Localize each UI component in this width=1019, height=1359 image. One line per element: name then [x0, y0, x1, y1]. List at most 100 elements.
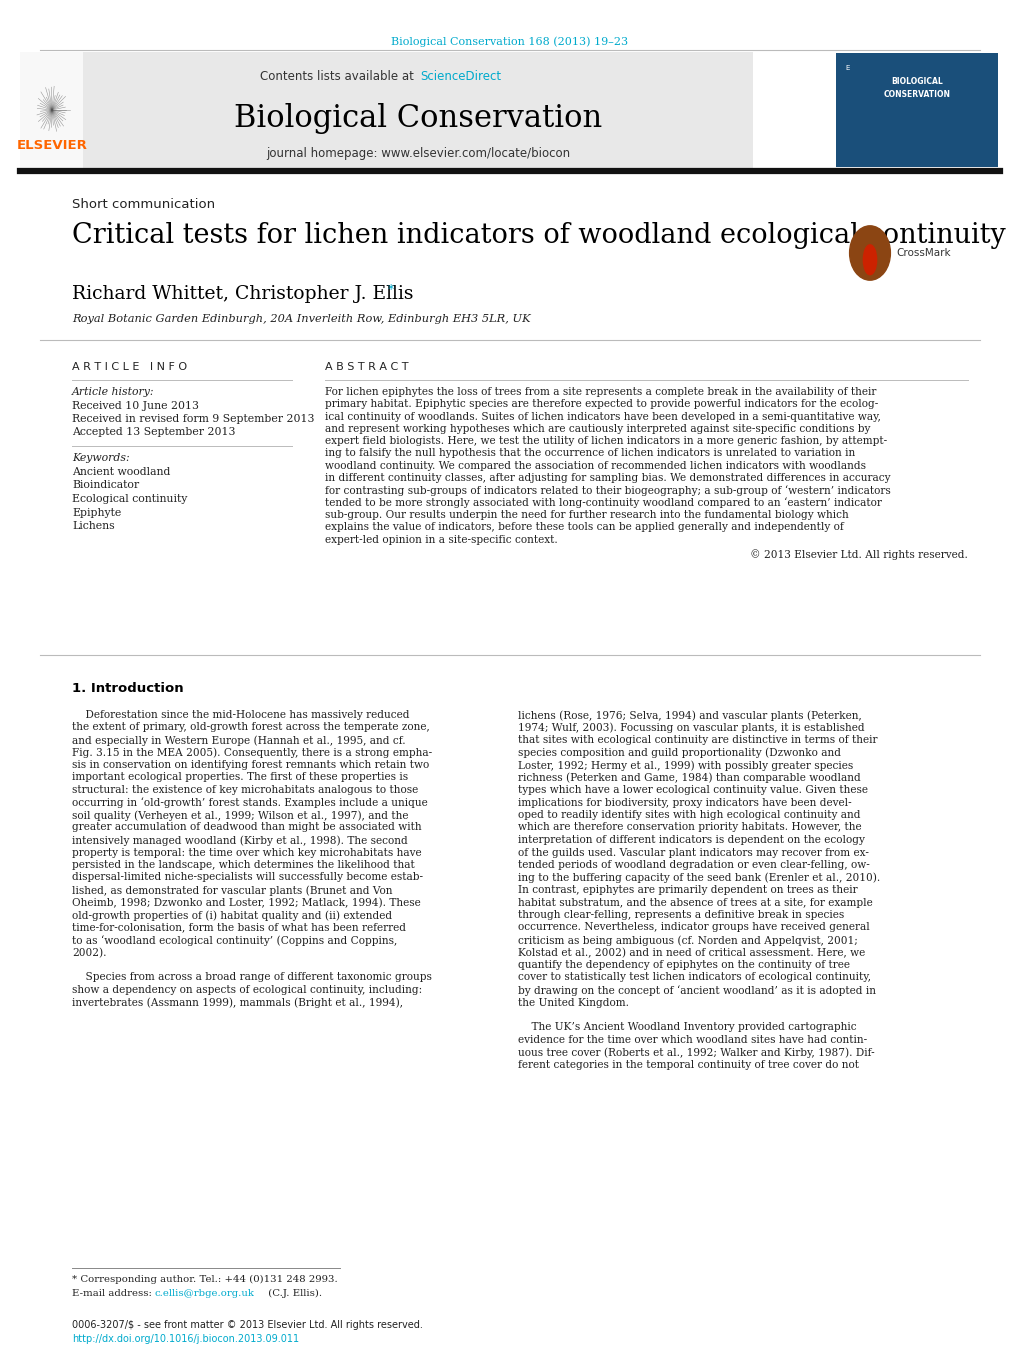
Text: Epiphyte: Epiphyte — [72, 507, 121, 518]
Text: 1974; Wulf, 2003). Focussing on vascular plants, it is established: 1974; Wulf, 2003). Focussing on vascular… — [518, 723, 864, 733]
Text: important ecological properties. The first of these properties is: important ecological properties. The fir… — [72, 772, 408, 783]
Text: Species from across a broad range of different taxonomic groups: Species from across a broad range of dif… — [72, 973, 431, 983]
Text: which are therefore conservation priority habitats. However, the: which are therefore conservation priorit… — [518, 822, 861, 833]
Text: sub-group. Our results underpin the need for further research into the fundament: sub-group. Our results underpin the need… — [325, 510, 848, 520]
Text: old-growth properties of (i) habitat quality and (ii) extended: old-growth properties of (i) habitat qua… — [72, 911, 391, 920]
Text: tended periods of woodland degradation or even clear-felling, ow-: tended periods of woodland degradation o… — [518, 860, 869, 870]
Text: Ancient woodland: Ancient woodland — [72, 467, 170, 477]
Text: evidence for the time over which woodland sites have had contin-: evidence for the time over which woodlan… — [518, 1036, 866, 1045]
Text: criticism as being ambiguous (cf. Norden and Appelqvist, 2001;: criticism as being ambiguous (cf. Norden… — [518, 935, 857, 946]
Text: A B S T R A C T: A B S T R A C T — [325, 361, 408, 372]
Text: structural: the existence of key microhabitats analogous to those: structural: the existence of key microha… — [72, 786, 418, 795]
Text: ing to the buffering capacity of the seed bank (Erenler et al., 2010).: ing to the buffering capacity of the see… — [518, 872, 879, 883]
Text: woodland continuity. We compared the association of recommended lichen indicator: woodland continuity. We compared the ass… — [325, 461, 865, 470]
Text: in different continuity classes, after adjusting for sampling bias. We demonstra: in different continuity classes, after a… — [325, 473, 890, 482]
Text: lichens (Rose, 1976; Selva, 1994) and vascular plants (Peterken,: lichens (Rose, 1976; Selva, 1994) and va… — [518, 709, 861, 720]
Text: Richard Whittet, Christopher J. Ellis: Richard Whittet, Christopher J. Ellis — [72, 285, 413, 303]
Text: Short communication: Short communication — [72, 198, 215, 211]
Text: 0006-3207/$ - see front matter © 2013 Elsevier Ltd. All rights reserved.: 0006-3207/$ - see front matter © 2013 El… — [72, 1320, 423, 1330]
Text: Contents lists available at: Contents lists available at — [260, 69, 418, 83]
Text: CrossMark: CrossMark — [895, 247, 950, 258]
Text: ing to falsify the null hypothesis that the occurrence of lichen indicators is u: ing to falsify the null hypothesis that … — [325, 448, 854, 458]
Text: A R T I C L E   I N F O: A R T I C L E I N F O — [72, 361, 186, 372]
Text: sis in conservation on identifying forest remnants which retain two: sis in conservation on identifying fores… — [72, 760, 429, 771]
Text: Keywords:: Keywords: — [72, 453, 129, 463]
Text: through clear-felling, represents a definitive break in species: through clear-felling, represents a defi… — [518, 911, 844, 920]
Text: occurrence. Nevertheless, indicator groups have received general: occurrence. Nevertheless, indicator grou… — [518, 923, 869, 932]
Text: interpretation of different indicators is dependent on the ecology: interpretation of different indicators i… — [518, 834, 864, 845]
Text: of the guilds used. Vascular plant indicators may recover from ex-: of the guilds used. Vascular plant indic… — [518, 848, 868, 858]
Text: types which have a lower ecological continuity value. Given these: types which have a lower ecological cont… — [518, 786, 867, 795]
Text: cover to statistically test lichen indicators of ecological continuity,: cover to statistically test lichen indic… — [518, 973, 870, 983]
Text: * Corresponding author. Tel.: +44 (0)131 248 2993.: * Corresponding author. Tel.: +44 (0)131… — [72, 1275, 337, 1284]
Text: Kolstad et al., 2002) and in need of critical assessment. Here, we: Kolstad et al., 2002) and in need of cri… — [518, 947, 864, 958]
Text: Fig. 3.15 in the MEA 2005). Consequently, there is a strong empha-: Fig. 3.15 in the MEA 2005). Consequently… — [72, 747, 432, 758]
Text: Royal Botanic Garden Edinburgh, 20A Inverleith Row, Edinburgh EH3 5LR, UK: Royal Botanic Garden Edinburgh, 20A Inve… — [72, 314, 530, 323]
Text: soil quality (Verheyen et al., 1999; Wilson et al., 1997), and the: soil quality (Verheyen et al., 1999; Wil… — [72, 810, 408, 821]
Bar — [83, 52, 752, 169]
Text: expert field biologists. Here, we test the utility of lichen indicators in a mor: expert field biologists. Here, we test t… — [325, 436, 887, 446]
Text: greater accumulation of deadwood than might be associated with: greater accumulation of deadwood than mi… — [72, 822, 421, 833]
Text: habitat substratum, and the absence of trees at a site, for example: habitat substratum, and the absence of t… — [518, 897, 872, 908]
Text: Ecological continuity: Ecological continuity — [72, 495, 187, 504]
Text: ferent categories in the temporal continuity of tree cover do not: ferent categories in the temporal contin… — [518, 1060, 858, 1070]
Text: explains the value of indicators, before these tools can be applied generally an: explains the value of indicators, before… — [325, 522, 843, 533]
Text: ScienceDirect: ScienceDirect — [420, 69, 500, 83]
Text: © 2013 Elsevier Ltd. All rights reserved.: © 2013 Elsevier Ltd. All rights reserved… — [749, 549, 967, 560]
Text: Biological Conservation: Biological Conservation — [233, 102, 601, 133]
Text: Received 10 June 2013: Received 10 June 2013 — [72, 401, 199, 410]
Text: BIOLOGICAL
CONSERVATION: BIOLOGICAL CONSERVATION — [882, 77, 950, 99]
Text: oped to readily identify sites with high ecological continuity and: oped to readily identify sites with high… — [518, 810, 860, 819]
Text: c.ellis@rbge.org.uk: c.ellis@rbge.org.uk — [155, 1288, 255, 1298]
Text: for contrasting sub-groups of indicators related to their biogeography; a sub-gr: for contrasting sub-groups of indicators… — [325, 485, 890, 496]
Text: time-for-colonisation, form the basis of what has been referred: time-for-colonisation, form the basis of… — [72, 923, 406, 932]
Text: In contrast, epiphytes are primarily dependent on trees as their: In contrast, epiphytes are primarily dep… — [518, 885, 857, 896]
Text: Received in revised form 9 September 2013: Received in revised form 9 September 201… — [72, 414, 314, 424]
Text: invertebrates (Assmann 1999), mammals (Bright et al., 1994),: invertebrates (Assmann 1999), mammals (B… — [72, 998, 403, 1008]
Text: Deforestation since the mid-Holocene has massively reduced: Deforestation since the mid-Holocene has… — [72, 709, 409, 720]
Text: the United Kingdom.: the United Kingdom. — [518, 998, 629, 1007]
Text: 1. Introduction: 1. Introduction — [72, 682, 183, 694]
Text: ical continuity of woodlands. Suites of lichen indicators have been developed in: ical continuity of woodlands. Suites of … — [325, 412, 880, 421]
Text: primary habitat. Epiphytic species are therefore expected to provide powerful in: primary habitat. Epiphytic species are t… — [325, 400, 877, 409]
Text: Biological Conservation 168 (2013) 19–23: Biological Conservation 168 (2013) 19–23 — [391, 35, 628, 46]
Text: lished, as demonstrated for vascular plants (Brunet and Von: lished, as demonstrated for vascular pla… — [72, 885, 392, 896]
Text: expert-led opinion in a site-specific context.: expert-led opinion in a site-specific co… — [325, 534, 557, 545]
Text: occurring in ‘old-growth’ forest stands. Examples include a unique: occurring in ‘old-growth’ forest stands.… — [72, 798, 427, 809]
Text: tended to be more strongly associated with long-continuity woodland compared to : tended to be more strongly associated wi… — [325, 497, 881, 508]
Text: Accepted 13 September 2013: Accepted 13 September 2013 — [72, 427, 235, 438]
Text: dispersal-limited niche-specialists will successfully become estab-: dispersal-limited niche-specialists will… — [72, 872, 423, 882]
Text: that sites with ecological continuity are distinctive in terms of their: that sites with ecological continuity ar… — [518, 735, 876, 745]
Text: Loster, 1992; Hermy et al., 1999) with possibly greater species: Loster, 1992; Hermy et al., 1999) with p… — [518, 760, 853, 771]
Text: ELSEVIER: ELSEVIER — [16, 139, 88, 152]
Text: species composition and guild proportionality (Dzwonko and: species composition and guild proportion… — [518, 747, 841, 758]
Text: the extent of primary, old-growth forest across the temperate zone,: the extent of primary, old-growth forest… — [72, 723, 429, 733]
Bar — [836, 53, 997, 167]
Text: For lichen epiphytes the loss of trees from a site represents a complete break i: For lichen epiphytes the loss of trees f… — [325, 387, 875, 397]
Text: http://dx.doi.org/10.1016/j.biocon.2013.09.011: http://dx.doi.org/10.1016/j.biocon.2013.… — [72, 1335, 299, 1344]
Text: Critical tests for lichen indicators of woodland ecological continuity: Critical tests for lichen indicators of … — [72, 222, 1005, 249]
Text: 2002).: 2002). — [72, 947, 106, 958]
Text: quantify the dependency of epiphytes on the continuity of tree: quantify the dependency of epiphytes on … — [518, 959, 849, 970]
Text: E-mail address:: E-mail address: — [72, 1288, 155, 1298]
Text: E: E — [844, 65, 849, 71]
Text: *: * — [387, 283, 394, 296]
Text: implications for biodiversity, proxy indicators have been devel-: implications for biodiversity, proxy ind… — [518, 798, 851, 807]
Text: Article history:: Article history: — [72, 387, 154, 397]
Text: richness (Peterken and Game, 1984) than comparable woodland: richness (Peterken and Game, 1984) than … — [518, 772, 860, 783]
Text: The UK’s Ancient Woodland Inventory provided cartographic: The UK’s Ancient Woodland Inventory prov… — [518, 1022, 856, 1033]
Text: to as ‘woodland ecological continuity’ (Coppins and Coppins,: to as ‘woodland ecological continuity’ (… — [72, 935, 396, 946]
Text: by drawing on the concept of ‘ancient woodland’ as it is adopted in: by drawing on the concept of ‘ancient wo… — [518, 985, 875, 996]
Bar — [20, 52, 83, 169]
Text: and especially in Western Europe (Hannah et al., 1995, and cf.: and especially in Western Europe (Hannah… — [72, 735, 406, 746]
Text: (C.J. Ellis).: (C.J. Ellis). — [265, 1288, 322, 1298]
Text: intensively managed woodland (Kirby et al., 1998). The second: intensively managed woodland (Kirby et a… — [72, 834, 408, 845]
Ellipse shape — [862, 245, 875, 275]
Text: and represent working hypotheses which are cautiously interpreted against site-s: and represent working hypotheses which a… — [325, 424, 869, 434]
Text: Oheimb, 1998; Dzwonko and Loster, 1992; Matlack, 1994). These: Oheimb, 1998; Dzwonko and Loster, 1992; … — [72, 897, 421, 908]
Text: persisted in the landscape, which determines the likelihood that: persisted in the landscape, which determ… — [72, 860, 415, 870]
Text: Lichens: Lichens — [72, 520, 114, 531]
Text: property is temporal: the time over which key microhabitats have: property is temporal: the time over whic… — [72, 848, 421, 858]
Text: Bioindicator: Bioindicator — [72, 481, 139, 491]
Circle shape — [849, 226, 890, 280]
